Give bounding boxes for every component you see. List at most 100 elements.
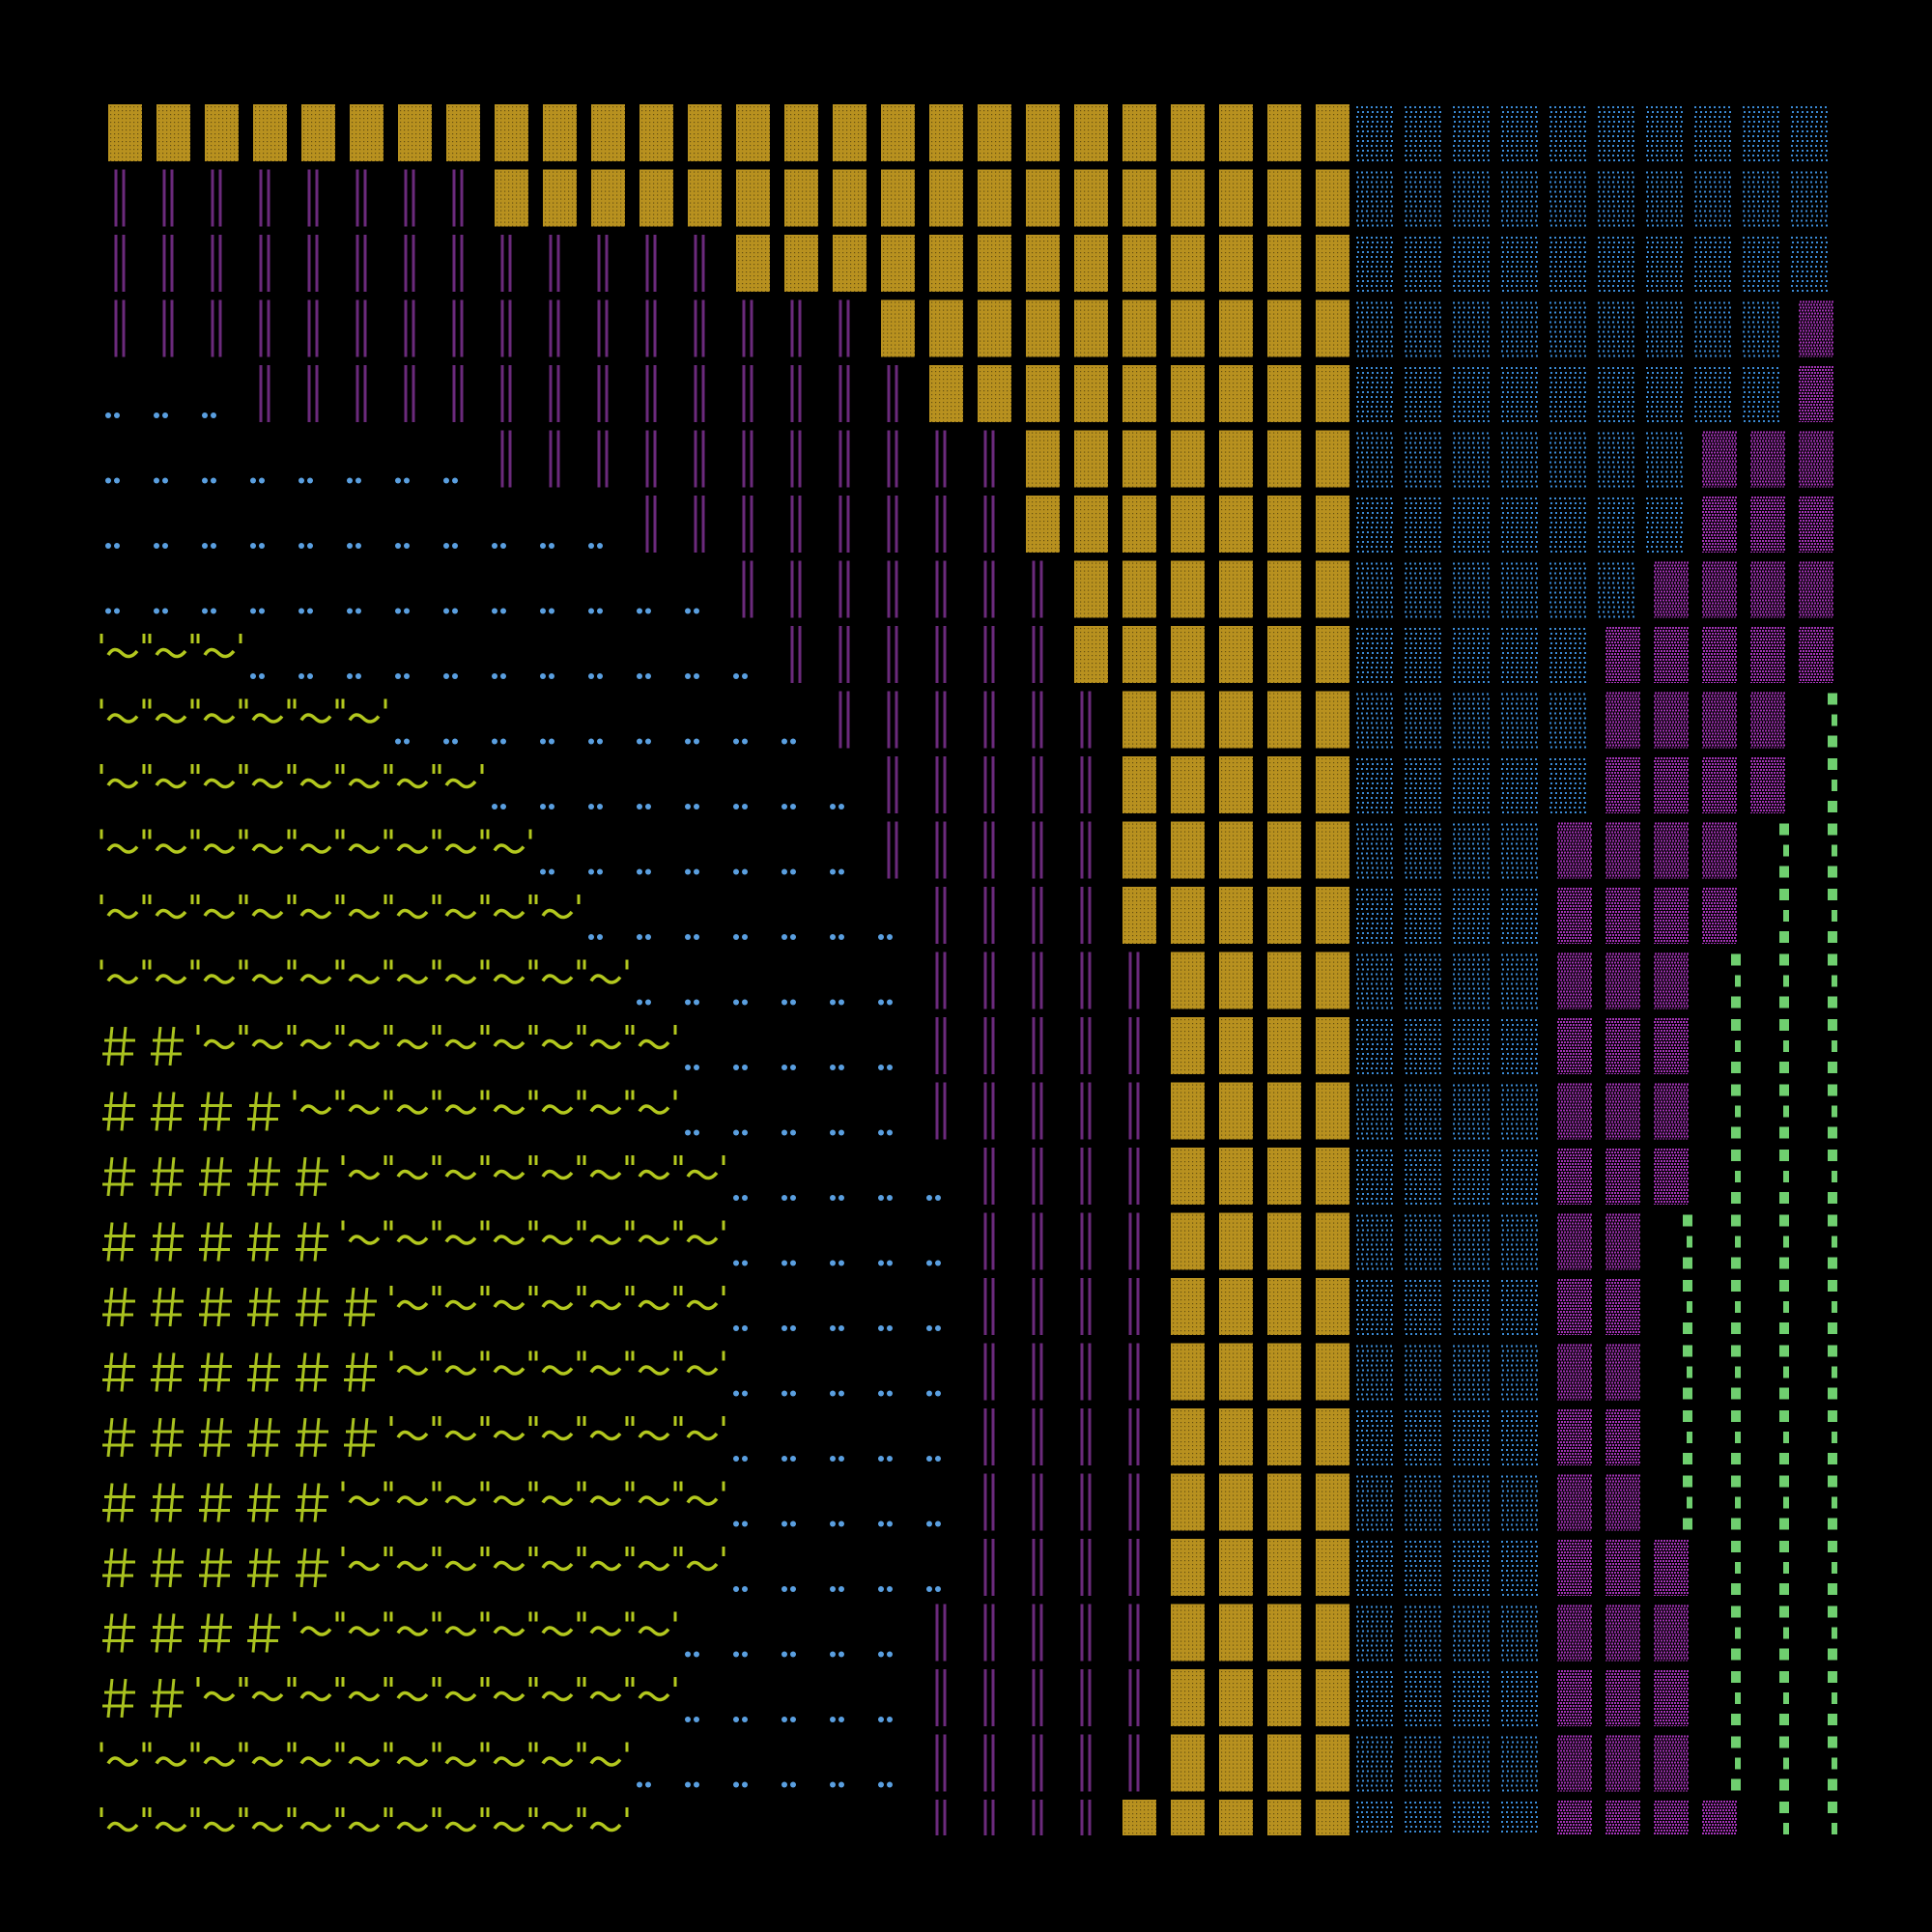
bar-segment [1161, 1082, 1354, 1140]
bar-segment [292, 1082, 678, 1140]
bar-segment [920, 1669, 1161, 1726]
bar-segment [99, 691, 388, 749]
bar-segment [99, 1604, 292, 1662]
bar-segment [1354, 626, 1596, 683]
bar-segment [388, 691, 823, 749]
bar-segment [1161, 1408, 1354, 1465]
bar-segment [1644, 1408, 1837, 1465]
bar-segment [1161, 1669, 1354, 1726]
bar-segment [99, 1539, 340, 1596]
bar-segment [1548, 1082, 1692, 1140]
bar-segment [1692, 1604, 1837, 1662]
bar-segment [292, 1604, 678, 1662]
bar-segment [726, 1539, 968, 1596]
bar-segment [1065, 626, 1354, 683]
bar-segment [582, 887, 920, 944]
bar-segment [1548, 821, 1741, 879]
bar-segment [99, 1669, 195, 1726]
bar-segment [823, 691, 1113, 749]
bar-segment [388, 1343, 726, 1401]
bar-segment [1354, 691, 1596, 749]
bar-segment [1596, 691, 1789, 749]
bar-segment [1354, 1669, 1548, 1726]
bar-segment [871, 756, 1113, 813]
bar-segment [630, 1734, 920, 1792]
bar-segment [920, 1082, 1161, 1140]
bar-segment [99, 560, 726, 618]
bar-segment [1692, 1539, 1837, 1596]
bar-segment [340, 1473, 726, 1531]
bar-segment [340, 1539, 726, 1596]
bar-segment [195, 1669, 678, 1726]
bar-segment [1354, 1539, 1548, 1596]
bar-segment [1692, 952, 1837, 1009]
bar-segment [630, 952, 920, 1009]
bar-segment [340, 1148, 726, 1205]
bar-segment [99, 1212, 340, 1270]
bar-segment [726, 1408, 968, 1465]
bar-segment [195, 1017, 678, 1074]
bar-segment [968, 1148, 1161, 1205]
bar-segment [1161, 1212, 1354, 1270]
bar-segment [1789, 365, 1837, 422]
bar-segment [1548, 1278, 1644, 1335]
bar-segment [920, 1604, 1161, 1662]
bar-segment [485, 430, 1016, 488]
bar-segment [1354, 756, 1596, 813]
bar-segment [1548, 1212, 1644, 1270]
bar-segment [388, 1278, 726, 1335]
bar-segment [1161, 1604, 1354, 1662]
bar-segment [1113, 756, 1354, 813]
bar-segment [1692, 1017, 1837, 1074]
plot-area [99, 104, 1837, 1835]
bar-segment [1692, 496, 1837, 553]
bar-segment [1354, 235, 1837, 292]
bar-segment [99, 1017, 195, 1074]
bar-segment [1644, 1473, 1837, 1531]
bar-segment [1354, 496, 1692, 553]
bar-segment [1548, 1408, 1644, 1465]
bar-segment [1548, 1669, 1692, 1726]
bar-segment [485, 169, 1354, 227]
bar-segment [1692, 1082, 1837, 1140]
bar-segment [871, 299, 1354, 357]
bar-segment [243, 626, 775, 683]
bar-segment [678, 1669, 920, 1726]
bar-segment [726, 235, 1354, 292]
bar-segment [99, 299, 871, 357]
bar-segment [1354, 1343, 1548, 1401]
bar-segment [1596, 756, 1789, 813]
bar-segment [99, 756, 485, 813]
bar-segment [1692, 430, 1837, 488]
bar-segment [968, 1408, 1161, 1465]
bar-segment [920, 887, 1113, 944]
bar-segment [1113, 821, 1354, 879]
bar-segment [726, 1212, 968, 1270]
bar-segment [1354, 430, 1692, 488]
bar-segment [726, 560, 1065, 618]
bar-segment [678, 1604, 920, 1662]
bar-segment [1354, 1604, 1548, 1662]
bar-segment [1644, 1343, 1837, 1401]
bar-segment [1354, 365, 1789, 422]
bar-segment [99, 1082, 292, 1140]
bar-segment [1741, 887, 1837, 944]
bar-segment [99, 1343, 388, 1401]
bar-segment [1354, 169, 1837, 227]
bar-segment [968, 1212, 1161, 1270]
bar-segment [99, 1408, 388, 1465]
bar-segment [920, 1017, 1161, 1074]
bar-segment [1354, 1473, 1548, 1531]
bar-segment [1161, 1278, 1354, 1335]
bar-segment [1113, 1800, 1354, 1835]
bar-segment [968, 1539, 1161, 1596]
bar-segment [920, 1800, 1113, 1835]
bar-segment [1692, 1734, 1837, 1792]
bar-segment [630, 496, 1016, 553]
bar-segment [1354, 1800, 1548, 1835]
bar-segment [968, 1278, 1161, 1335]
bar-segment [1548, 1734, 1692, 1792]
bar-segment [1161, 1539, 1354, 1596]
